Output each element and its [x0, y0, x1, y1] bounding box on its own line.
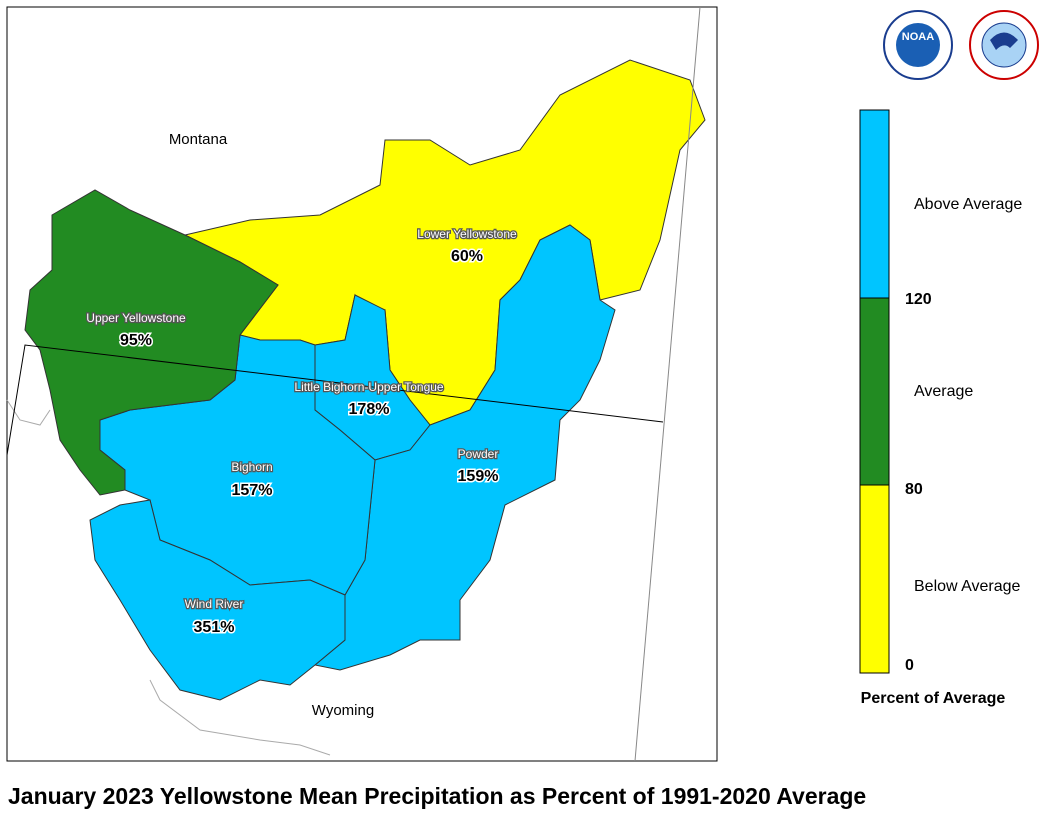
basin-name: Upper Yellowstone — [86, 311, 186, 325]
noaa-logo — [896, 23, 940, 67]
boundary — [149, 679, 331, 756]
boundary — [634, 6, 701, 762]
region-label: Wyoming — [312, 702, 374, 719]
boundary — [6, 399, 51, 426]
legend-swatch — [859, 484, 890, 674]
logos: NOAA — [883, 10, 1039, 80]
nws-logo — [990, 32, 1018, 50]
basin-name: Little Bighorn-Upper Tongue — [294, 380, 444, 394]
basin-name: Wind River — [185, 597, 244, 611]
legend-swatch — [859, 109, 890, 299]
legend: Above Average Average Below Average 120 … — [859, 109, 1022, 707]
basin-percent: 60% — [451, 248, 483, 265]
map: Montana Wyoming Upper Yellowstone 95% Lo… — [6, 6, 706, 762]
basin-percent: 178% — [349, 401, 390, 418]
legend-class: Below Average — [914, 578, 1021, 595]
basin-percent: 95% — [120, 332, 152, 349]
legend-swatch — [859, 297, 890, 486]
basin-percent: 351% — [194, 619, 235, 636]
basin-wind-river — [89, 499, 346, 701]
legend-tick: 80 — [905, 481, 923, 498]
legend-class: Average — [914, 383, 973, 400]
basin-upper-yellowstone — [24, 189, 279, 496]
page-title: January 2023 Yellowstone Mean Precipitat… — [8, 783, 866, 809]
legend-title: Percent of Average — [861, 690, 1006, 707]
basin-powder — [313, 224, 616, 671]
basin-name: Powder — [458, 447, 499, 461]
basin-percent: 157% — [232, 482, 273, 499]
noaa-text: NOAA — [902, 31, 934, 43]
basin-percent: 159% — [458, 468, 499, 485]
legend-class: Above Average — [914, 196, 1022, 213]
legend-tick: 120 — [905, 291, 932, 308]
state-boundary — [6, 344, 664, 456]
basin-name: Bighorn — [231, 460, 272, 474]
legend-tick: 0 — [905, 657, 914, 674]
basin-name: Lower Yellowstone — [417, 227, 517, 241]
region-label: Montana — [169, 131, 228, 148]
